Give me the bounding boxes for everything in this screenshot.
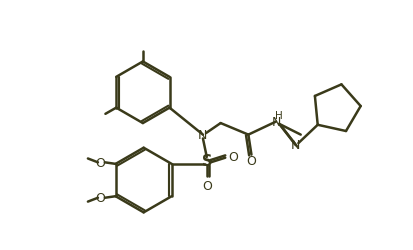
Text: O: O [246, 155, 256, 168]
Text: S: S [201, 153, 211, 168]
Text: O: O [95, 156, 105, 169]
Text: O: O [202, 179, 212, 192]
Text: H: H [274, 111, 282, 121]
Text: N: N [290, 138, 299, 151]
Text: O: O [228, 150, 237, 163]
Text: O: O [95, 192, 105, 204]
Text: N: N [271, 116, 280, 128]
Text: N: N [198, 128, 207, 141]
